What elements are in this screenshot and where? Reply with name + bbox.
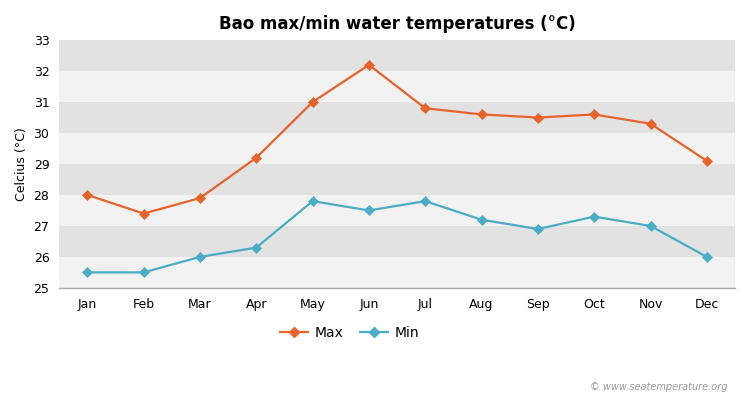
Bar <box>59 71 735 102</box>
Max <box>140 211 148 216</box>
Max <box>252 155 261 160</box>
Text: © www.seatemperature.org: © www.seatemperature.org <box>590 382 728 392</box>
Max <box>533 115 542 120</box>
Min <box>477 217 486 222</box>
Max <box>646 121 655 126</box>
Min <box>252 245 261 250</box>
Max <box>364 62 374 67</box>
Max <box>196 196 205 200</box>
Max <box>702 158 711 163</box>
Min <box>702 254 711 259</box>
Max <box>308 100 317 104</box>
Min <box>421 199 430 204</box>
Min <box>140 270 148 275</box>
Bar <box>59 164 735 195</box>
Min <box>364 208 374 213</box>
Legend: Max, Min: Max, Min <box>274 320 425 345</box>
Bar <box>59 102 735 133</box>
Bar <box>59 195 735 226</box>
Bar <box>59 133 735 164</box>
Min <box>590 214 598 219</box>
Max <box>82 192 92 197</box>
Bar <box>59 257 735 288</box>
Max <box>477 112 486 117</box>
Min <box>308 199 317 204</box>
Max <box>590 112 598 117</box>
Max <box>421 106 430 111</box>
Min <box>196 254 205 259</box>
Bar <box>59 40 735 71</box>
Line: Max: Max <box>84 62 710 217</box>
Title: Bao max/min water temperatures (°C): Bao max/min water temperatures (°C) <box>219 15 575 33</box>
Min <box>533 227 542 232</box>
Min <box>82 270 92 275</box>
Min <box>646 224 655 228</box>
Y-axis label: Celcius (°C): Celcius (°C) <box>15 127 28 201</box>
Bar <box>59 226 735 257</box>
Line: Min: Min <box>84 198 710 276</box>
